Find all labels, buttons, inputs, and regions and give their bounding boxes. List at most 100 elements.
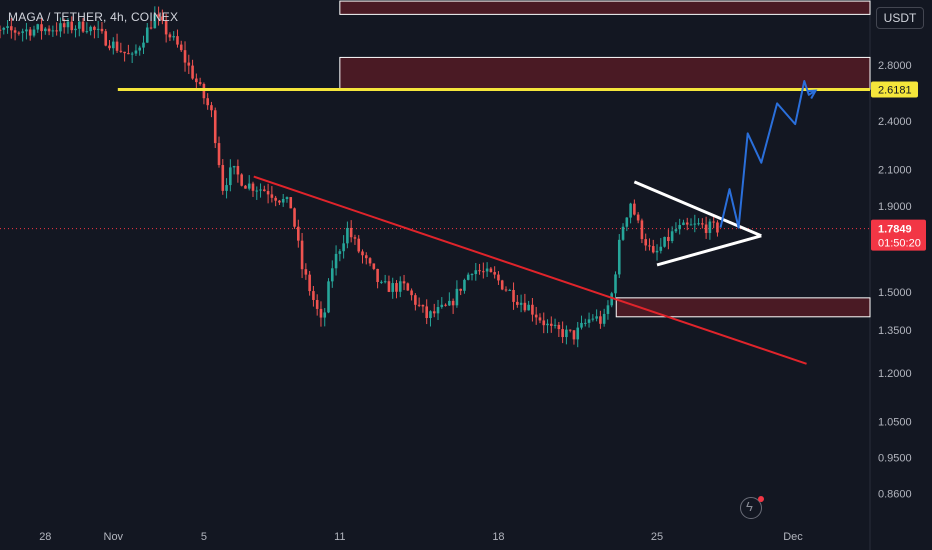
candle-body — [538, 317, 542, 321]
candle-body — [138, 47, 142, 51]
y-tick-label: 2.8000 — [878, 60, 912, 72]
candle-body — [108, 45, 111, 49]
candle-body — [410, 290, 413, 296]
candle-body — [655, 250, 659, 253]
bolt-glyph: ϟ — [746, 499, 753, 514]
candle-body — [210, 105, 213, 111]
candle-body — [145, 27, 149, 43]
x-tick-label: 11 — [334, 531, 345, 543]
candle-body — [270, 194, 274, 198]
candle-body — [436, 307, 440, 314]
bar-countdown: 01:50:20 — [878, 238, 921, 250]
candle-body — [629, 203, 632, 218]
candle-body — [568, 329, 572, 331]
candle-body — [149, 27, 153, 29]
candle-body — [187, 62, 191, 66]
candle-body — [251, 183, 255, 191]
candle-body — [614, 274, 617, 294]
candle-body — [281, 199, 285, 203]
notification-dot — [758, 496, 764, 502]
candle-body — [232, 166, 236, 168]
candle-body — [278, 200, 281, 203]
candle-body — [127, 53, 130, 55]
candle-body — [240, 174, 243, 186]
candle-body — [519, 302, 523, 305]
candle-body — [689, 224, 693, 226]
candle-body — [421, 304, 425, 307]
candle-body — [516, 301, 519, 305]
candle-body — [357, 238, 361, 252]
candle-body — [172, 36, 175, 38]
candle-body — [414, 295, 417, 305]
candle-body — [157, 14, 160, 17]
candle-body — [25, 29, 28, 32]
projection-path[interactable] — [719, 80, 817, 229]
candle-body — [229, 167, 232, 186]
candle-body — [104, 31, 108, 46]
candle-body — [716, 222, 719, 233]
candle-body — [319, 308, 323, 318]
candle-body — [142, 42, 145, 48]
triangle-upper-line[interactable] — [633, 180, 762, 238]
candle-body — [81, 21, 85, 32]
triangle-lower-line[interactable] — [656, 234, 762, 267]
candle-body — [40, 24, 43, 32]
resistance-zone[interactable] — [339, 0, 871, 15]
candle-body — [195, 78, 198, 83]
candle-body — [633, 203, 636, 215]
candle-body — [697, 223, 700, 225]
candle-body — [459, 288, 462, 291]
candle-body — [693, 223, 697, 225]
candle-body — [500, 280, 504, 290]
y-tick-label: 1.0500 — [878, 416, 912, 428]
candle-body — [398, 281, 402, 292]
candle-body — [259, 189, 262, 191]
candle-body — [353, 237, 357, 239]
candle-body — [66, 21, 70, 28]
candle-body — [17, 32, 21, 34]
candle-body — [89, 26, 92, 32]
candle-body — [179, 44, 183, 51]
candle-body — [342, 243, 345, 252]
candle-body — [512, 289, 515, 302]
x-tick-label: 25 — [651, 531, 663, 543]
candle-body — [383, 281, 387, 283]
candle-body — [674, 229, 678, 232]
candle-body — [32, 29, 36, 36]
candle-body — [36, 24, 40, 30]
resistance-zone[interactable] — [339, 56, 871, 90]
candle-body — [308, 274, 311, 292]
candle-body — [391, 283, 395, 292]
candle-body — [508, 289, 512, 291]
candle-body — [651, 246, 655, 253]
level-price-badge — [871, 81, 918, 98]
candle-body — [599, 316, 602, 324]
candle-body — [667, 236, 670, 242]
candle-body — [531, 304, 534, 315]
candle-body — [493, 272, 496, 275]
candle-body — [553, 324, 557, 326]
lightning-icon[interactable]: ϟ — [740, 496, 764, 519]
descending-trendline[interactable] — [253, 175, 807, 365]
candle-body — [6, 26, 9, 28]
support-zone[interactable] — [615, 297, 871, 318]
candle-body — [610, 293, 614, 306]
candle-body — [44, 28, 47, 32]
candle-body — [489, 268, 493, 273]
candle-body — [334, 253, 338, 269]
candle-body — [70, 21, 74, 31]
projection-arrowhead — [806, 89, 818, 99]
candle-body — [621, 226, 625, 240]
candle-body — [523, 302, 527, 311]
candle-body — [712, 221, 715, 223]
candle-body — [202, 83, 206, 99]
candle-body — [591, 318, 595, 320]
currency-button[interactable]: USDT — [876, 7, 924, 29]
candle-body — [497, 274, 500, 281]
candle-body — [161, 16, 164, 21]
candle-body — [134, 50, 138, 54]
candle-body — [640, 220, 644, 240]
candle-body — [546, 323, 549, 326]
candle-body — [130, 53, 134, 55]
